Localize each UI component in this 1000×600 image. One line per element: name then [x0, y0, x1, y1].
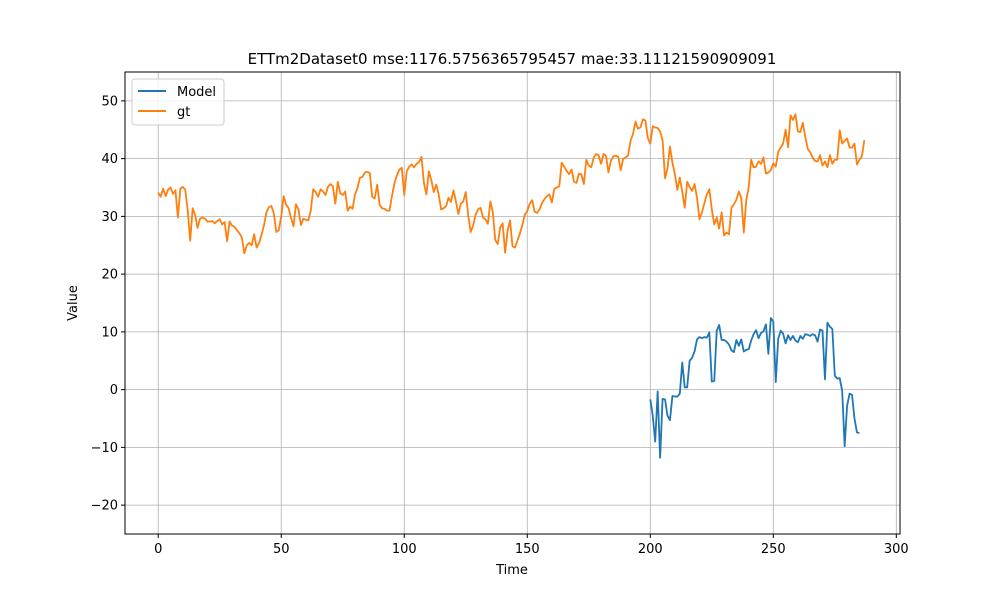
y-tick-label: 10 [101, 325, 118, 340]
x-tick-label: 50 [273, 542, 290, 557]
x-tick-label: 250 [761, 542, 786, 557]
x-tick-label: 0 [154, 542, 162, 557]
y-tick-label: 0 [110, 383, 118, 398]
x-tick-label: 200 [638, 542, 663, 557]
series-layer [157, 113, 866, 459]
legend-label-gt: gt [177, 105, 190, 120]
plot-frame [124, 71, 901, 535]
y-axis-label: Value [66, 285, 81, 321]
y-tick-label: 20 [101, 268, 118, 283]
x-tick-label: 100 [392, 542, 417, 557]
x-tick-label: 300 [884, 542, 909, 557]
x-axis-label: Time [495, 563, 528, 578]
y-tick-label: −20 [91, 499, 118, 514]
y-axis: −20 −10 0 10 20 30 40 50 [91, 94, 125, 514]
series-line-model [649, 317, 860, 459]
x-tick-label: 150 [515, 542, 540, 557]
y-tick-label: 50 [101, 94, 118, 109]
chart-title: ETTm2Dataset0 mse:1176.5756365795457 mae… [248, 50, 777, 68]
x-axis: 0 50 100 150 200 250 300 [154, 534, 909, 557]
series-line-gt [157, 113, 866, 255]
y-tick-label: −10 [91, 441, 118, 456]
y-tick-label: 40 [101, 152, 118, 167]
y-tick-label: 30 [101, 210, 118, 225]
legend-label-model: Model [177, 85, 216, 100]
grid [125, 72, 900, 534]
legend: Model gt [131, 78, 225, 126]
